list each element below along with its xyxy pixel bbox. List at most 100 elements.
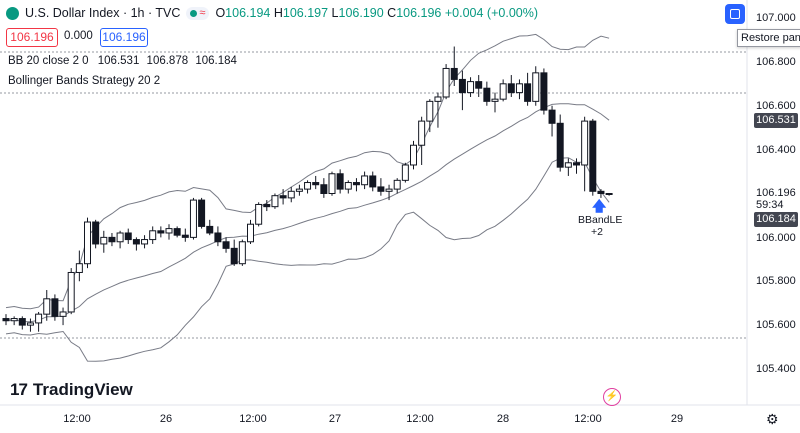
candle-body: [18, 318, 26, 326]
candle-body: [26, 322, 34, 326]
bar-countdown: 59:34: [756, 199, 784, 211]
candle-body: [157, 230, 165, 234]
candle-body: [564, 162, 572, 168]
restore-pane-button[interactable]: [725, 4, 745, 24]
candle-body: [507, 83, 515, 94]
bb-indicator-legend[interactable]: BB 20 close 2 0 106.531 106.878 106.184: [8, 55, 237, 67]
tradingview-logo-text: TradingView: [32, 380, 133, 399]
candle-body: [10, 318, 18, 322]
ohlc-o-label: O: [215, 6, 226, 20]
gear-icon[interactable]: ⚙: [766, 411, 779, 427]
ohlc-change: +0.004 (+0.00%): [444, 6, 538, 20]
market-open-dot-icon: [190, 9, 198, 17]
signal-label: BBandLE: [578, 214, 623, 226]
candle-body: [230, 247, 238, 265]
candle-body: [59, 311, 67, 317]
price-axis-label: 105.400: [756, 363, 796, 375]
spread-value: 0.000: [64, 30, 93, 42]
wave-icon: ≈: [199, 6, 206, 19]
bb-upper-value: 106.878: [146, 55, 189, 67]
candle-body: [304, 182, 312, 190]
candle-body: [222, 241, 230, 249]
candle-body: [385, 188, 393, 192]
candle-body: [116, 232, 124, 243]
candle-body: [295, 188, 303, 192]
strategy-legend[interactable]: Bollinger Bands Strategy 20 2: [8, 75, 161, 87]
price-axis-label: 106.800: [756, 56, 796, 68]
ohlc-h-label: H: [273, 6, 283, 20]
candle-body: [92, 221, 100, 245]
candle-body: [132, 239, 140, 245]
candle-body: [532, 72, 540, 102]
candle-body: [198, 199, 206, 227]
candle-body: [271, 195, 279, 208]
buy-button[interactable]: 106.196: [100, 28, 148, 47]
candle-body: [442, 67, 450, 98]
candle-body: [255, 203, 263, 225]
candle-body: [467, 81, 475, 94]
candle-body: [189, 199, 197, 238]
candle-body: [84, 221, 91, 265]
candle-body: [426, 100, 434, 122]
candle-body: [573, 162, 580, 166]
candle-body: [393, 179, 401, 190]
restore-pane-icon: [730, 9, 740, 19]
candle-body: [214, 232, 222, 243]
candle-body: [410, 144, 417, 166]
candle-body: [352, 182, 360, 186]
sell-button[interactable]: 106.196: [6, 28, 58, 47]
ohlc-open: 106.194: [225, 6, 271, 20]
time-axis-label: 26: [159, 413, 173, 425]
signal-qty: +2: [591, 226, 603, 238]
ohlc-close: 106.196: [396, 6, 442, 20]
bb-lower-value: 106.184: [195, 55, 237, 67]
candle-body: [206, 225, 214, 234]
time-axis-label: 27: [328, 413, 342, 425]
candle-body: [247, 223, 254, 243]
market-status-icon[interactable]: ≈: [186, 6, 210, 20]
ohlc-high: 106.197: [282, 6, 329, 20]
candle-body: [548, 109, 556, 124]
candle-body: [524, 83, 532, 102]
lightning-icon[interactable]: ⚡: [603, 388, 621, 406]
price-axis-label: 106.000: [756, 232, 796, 244]
candle-body: [67, 271, 75, 313]
candle-body: [328, 173, 336, 195]
candle-body: [605, 193, 613, 195]
candle-body: [108, 236, 116, 243]
candle-body: [149, 230, 157, 241]
ohlc-low: 106.190: [338, 6, 384, 20]
candle-body: [173, 228, 181, 236]
candle-body: [418, 120, 426, 146]
symbol-badge-icon: [6, 6, 19, 20]
candle-body: [581, 120, 589, 166]
candle-body: [181, 234, 189, 238]
long-entry-arrow-icon: 🡅: [592, 198, 607, 214]
bb-indicator-name: BB 20 close 2 0: [8, 55, 89, 67]
symbol-title[interactable]: U.S. Dollar Index · 1h · TVC: [25, 6, 181, 20]
current-price-label: 106.196: [756, 187, 796, 199]
time-axis-label: 12:00: [63, 413, 91, 425]
candle-body: [320, 184, 328, 195]
candle-body: [124, 232, 132, 241]
candle-body: [458, 78, 466, 94]
candle-body: [75, 263, 83, 273]
candle-body: [2, 318, 10, 322]
ohlc-c-label: C: [387, 6, 397, 20]
bb-lower-tag: 106.184: [754, 212, 798, 227]
restore-pane-tooltip: Restore pane: [737, 29, 800, 47]
candle-body: [434, 96, 442, 102]
candle-body: [344, 182, 352, 190]
bb-lower-line: [5, 157, 610, 362]
candle-body: [263, 203, 271, 208]
candle-body: [43, 298, 51, 315]
candle-body: [475, 81, 483, 89]
candle-body: [515, 83, 523, 94]
tradingview-logo[interactable]: 17 TradingView: [10, 380, 133, 400]
ohlc-l-label: L: [331, 6, 339, 20]
candle-body: [336, 173, 344, 190]
candle-body: [369, 175, 377, 188]
candle-body: [450, 67, 458, 80]
candle-body: [401, 164, 409, 181]
